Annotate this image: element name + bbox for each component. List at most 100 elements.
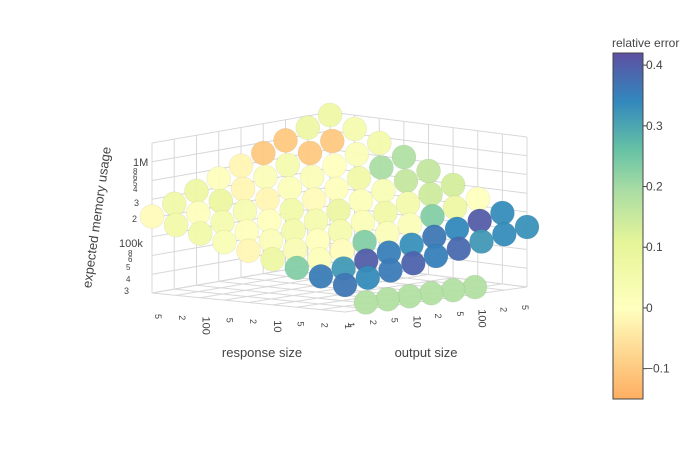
z-tick-label: 5 xyxy=(133,179,138,188)
data-point xyxy=(418,280,444,306)
data-point xyxy=(275,152,301,178)
data-point xyxy=(301,187,327,212)
data-point xyxy=(491,222,517,247)
y-tick-label: 2 xyxy=(498,307,508,312)
data-point xyxy=(442,195,468,220)
data-point xyxy=(420,203,445,229)
z-tick-label: 4 xyxy=(133,185,138,194)
data-point xyxy=(400,250,426,276)
y-tick-label: 1 xyxy=(346,322,356,327)
y-tick-label: 10 xyxy=(410,316,422,328)
data-point xyxy=(446,236,472,262)
data-point xyxy=(299,164,325,190)
z-tick-label: 5 xyxy=(126,263,131,272)
data-point xyxy=(317,102,343,128)
data-point xyxy=(346,166,372,191)
z-tick-label: 1M xyxy=(133,157,148,169)
data-point xyxy=(255,187,280,212)
data-point xyxy=(184,178,209,204)
x-tick-label: 10 xyxy=(271,320,283,332)
data-point xyxy=(462,274,488,300)
y-tick-label: 5 xyxy=(390,318,400,323)
data-point xyxy=(393,168,419,194)
data-point xyxy=(324,176,349,202)
data-point xyxy=(469,229,494,254)
data-point xyxy=(467,208,493,234)
data-point xyxy=(440,277,466,303)
x-tick-label: 2 xyxy=(319,323,329,328)
y-axis-ticks: 1 2 5 10 2 5 100 2 5 xyxy=(346,305,530,328)
colorbar: relative error 0.4 0.3 0.2 0.1 0 −0.1 xyxy=(612,36,679,400)
data-point xyxy=(208,188,234,214)
data-point xyxy=(490,200,515,226)
data-point xyxy=(369,155,394,180)
z-tick-label: 8 xyxy=(128,249,133,258)
data-point xyxy=(514,214,540,240)
data-point xyxy=(162,191,187,217)
data-point xyxy=(322,153,347,178)
data-point xyxy=(284,255,310,281)
data-point xyxy=(273,128,298,153)
data-point xyxy=(206,166,232,191)
z-tick-label: 100k xyxy=(119,238,143,250)
y-tick-label: 5 xyxy=(520,305,530,310)
data-points xyxy=(139,102,540,315)
data-point xyxy=(416,158,441,184)
data-point xyxy=(355,265,381,291)
x-tick-label: 5 xyxy=(296,322,306,327)
y-tick-label: 100 xyxy=(476,309,488,327)
data-point xyxy=(395,191,421,216)
data-point xyxy=(308,264,334,289)
x-tick-label: 2 xyxy=(177,315,187,320)
data-point xyxy=(366,130,392,156)
data-point xyxy=(163,212,189,238)
colorbar-title: relative error xyxy=(612,36,679,50)
data-point xyxy=(295,115,321,140)
colorbar-tick-label: −0.1 xyxy=(646,362,670,376)
data-point xyxy=(228,153,254,179)
data-point xyxy=(465,186,491,212)
data-point xyxy=(236,238,261,264)
y-tick-label: 2 xyxy=(433,314,443,319)
z-tick-label: 8 xyxy=(133,167,138,176)
data-point xyxy=(418,182,443,207)
x-tick-label: 2 xyxy=(248,319,258,324)
data-point xyxy=(371,178,396,204)
data-point xyxy=(139,204,165,229)
data-point xyxy=(297,140,323,166)
y-tick-label: 2 xyxy=(368,320,378,325)
data-point xyxy=(423,243,449,269)
data-point xyxy=(332,272,358,298)
y-tick-label: 5 xyxy=(455,311,465,316)
z-tick-label: 6 xyxy=(133,173,138,182)
z-axis-title: expected memory usage xyxy=(79,146,114,289)
z-tick-label: 2 xyxy=(132,214,137,224)
colorbar-tick-label: 0.4 xyxy=(646,58,663,72)
data-point xyxy=(440,172,466,198)
x-tick-label: 1 xyxy=(343,324,353,329)
z-tick-label: 6 xyxy=(128,255,133,264)
data-point xyxy=(279,197,305,223)
colorbar-tick-label: 0.3 xyxy=(646,119,663,133)
x-axis-ticks: 5 2 100 5 2 10 5 2 1 xyxy=(153,314,353,335)
data-point xyxy=(342,116,367,142)
z-tick-label: 3 xyxy=(124,286,129,296)
data-point xyxy=(397,283,422,309)
z-tick-label: 3 xyxy=(134,198,139,208)
data-point xyxy=(353,290,379,315)
x-tick-label: 100 xyxy=(200,317,212,335)
data-point xyxy=(212,229,237,255)
x-tick-label: 5 xyxy=(153,314,163,319)
colorbar-tick-label: 0.2 xyxy=(646,180,663,194)
data-point xyxy=(230,176,256,202)
data-point xyxy=(188,221,213,246)
colorbar-gradient xyxy=(612,52,644,400)
data-point xyxy=(391,144,417,170)
colorbar-ticks: 0.4 0.3 0.2 0.1 0 −0.1 xyxy=(643,58,670,376)
data-point xyxy=(260,246,285,272)
data-point xyxy=(277,176,303,201)
colorbar-tick-label: 0.1 xyxy=(646,240,663,254)
data-point xyxy=(348,188,374,214)
